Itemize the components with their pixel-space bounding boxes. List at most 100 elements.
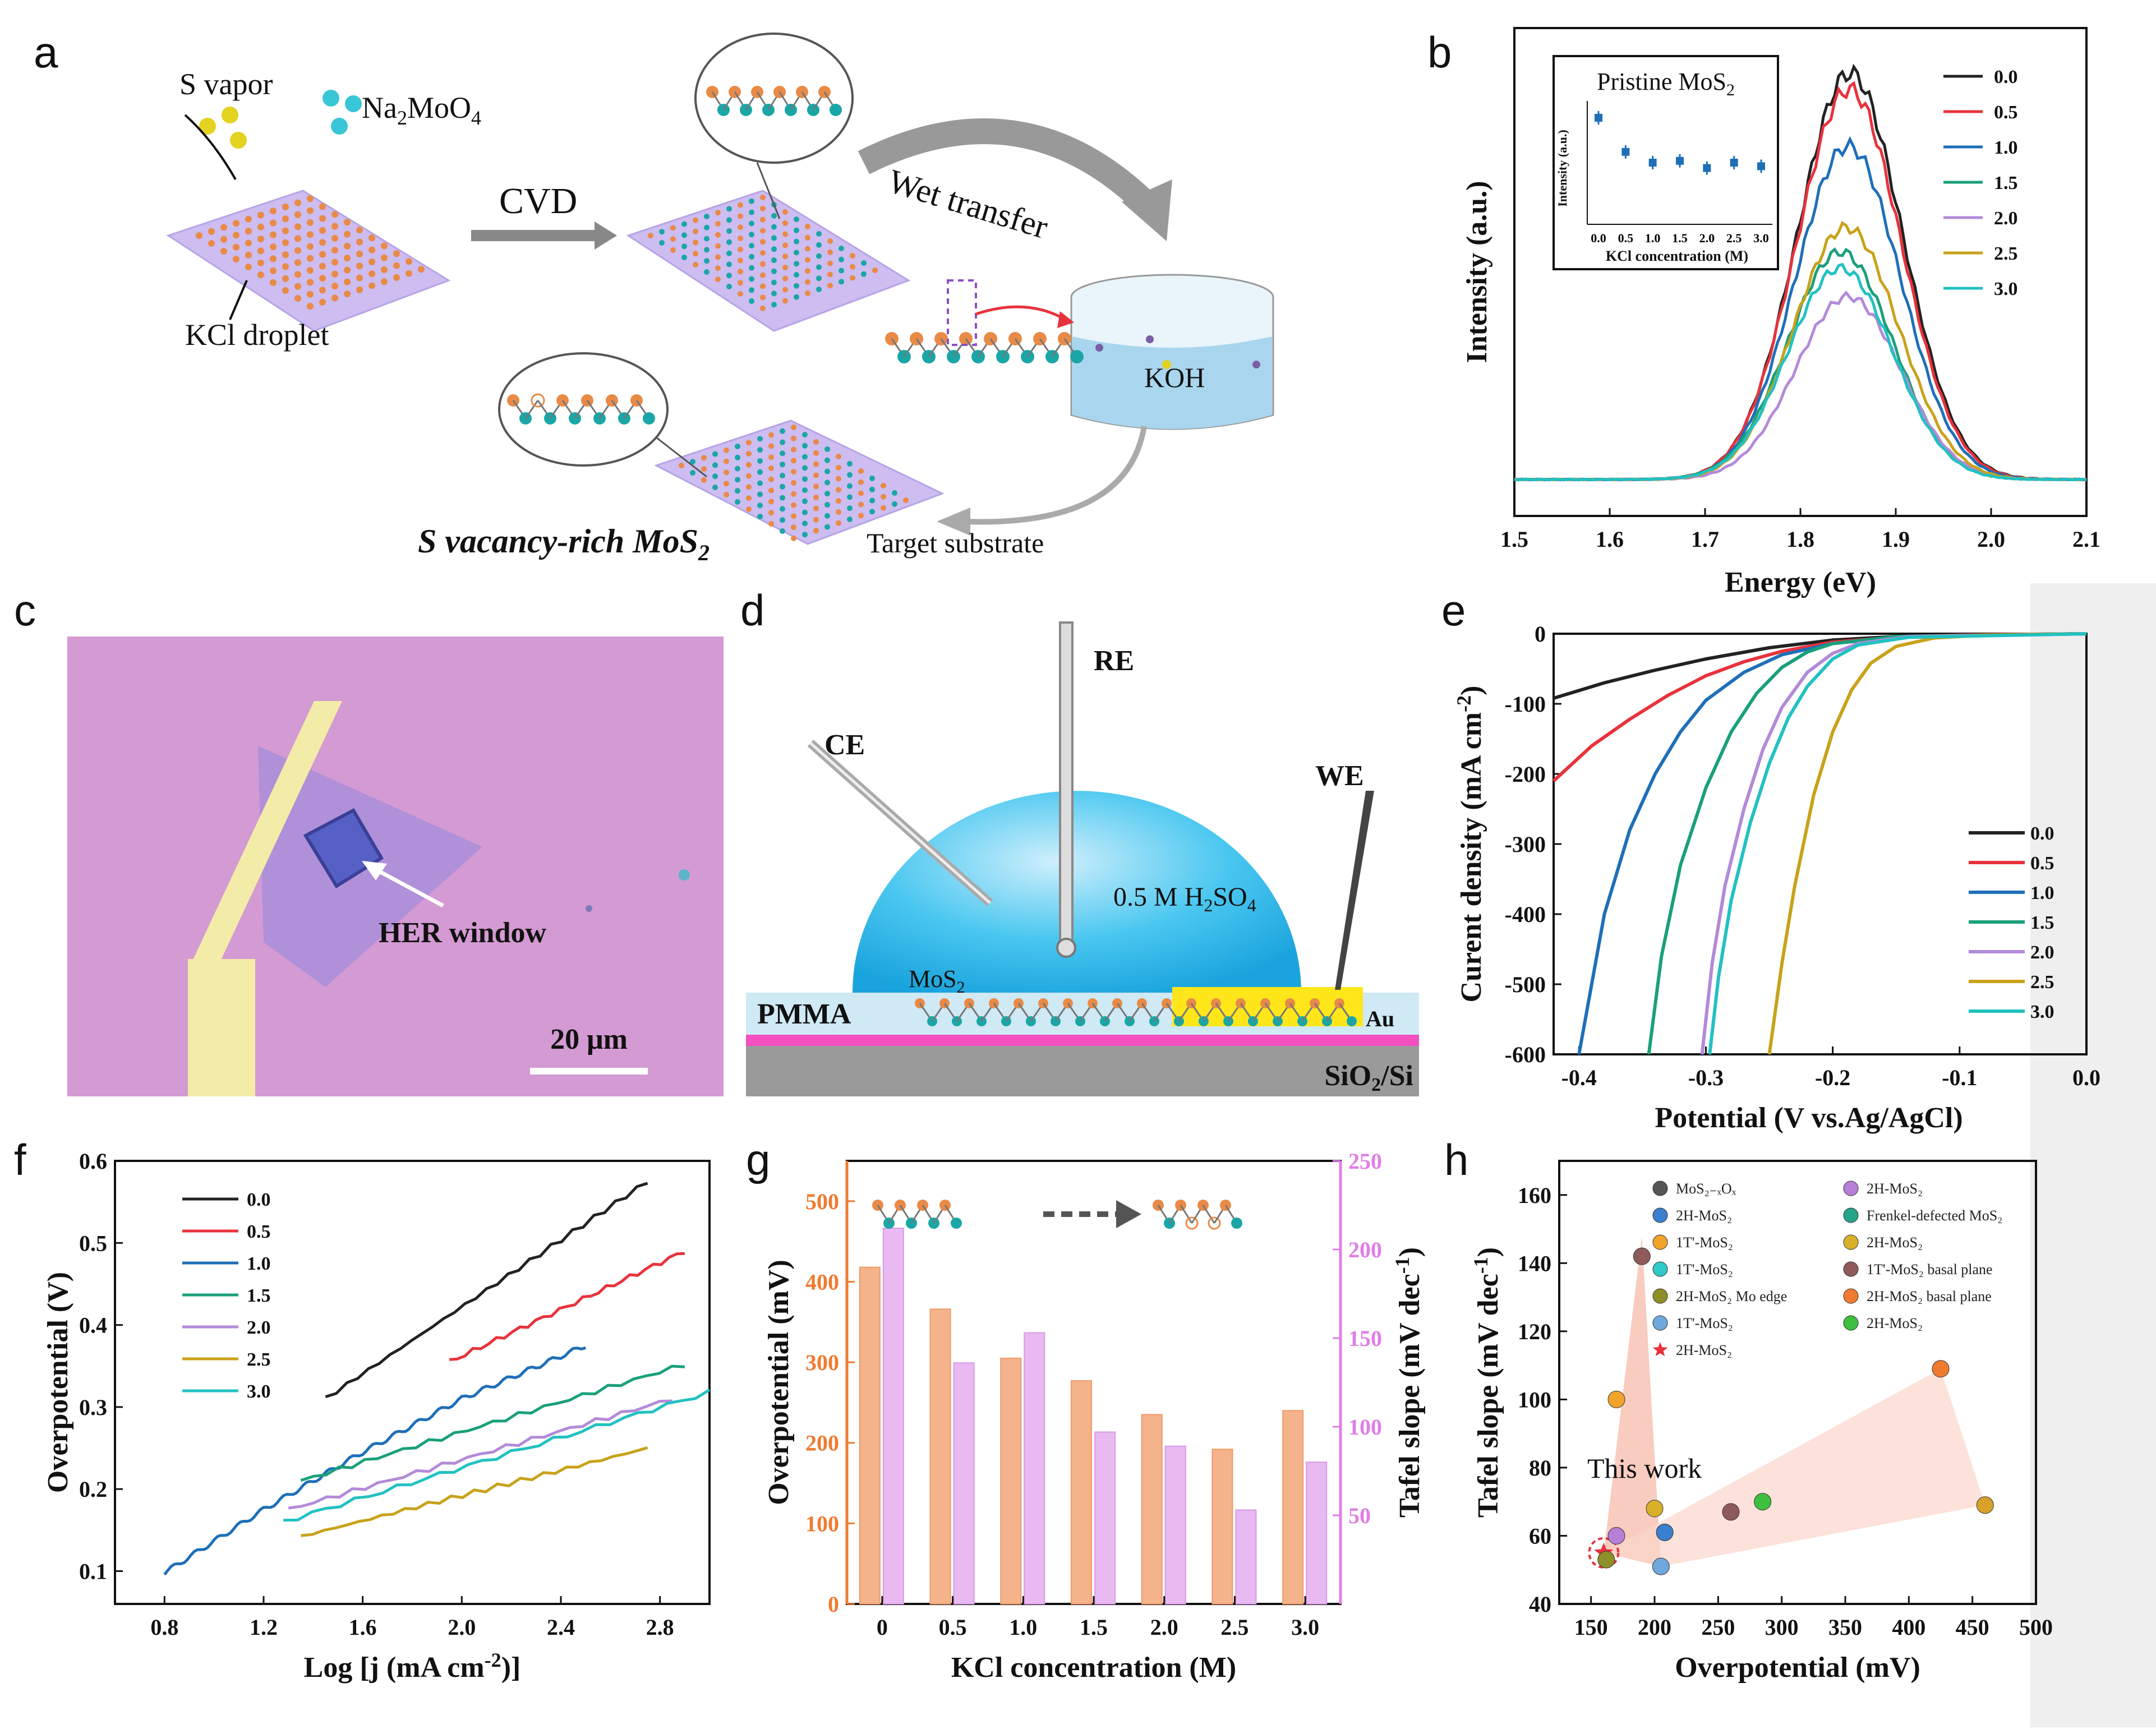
lattice-atom [726,284,732,289]
panel-d-letter: d [740,585,764,635]
lattice-atom [847,505,853,511]
lattice-atom [701,477,707,483]
lattice-atom [679,463,684,468]
legend-label: 2H-MoS₂ Mo edge [1676,1288,1787,1304]
koh-label: KOH [1144,362,1205,393]
lattice-atom [805,279,810,285]
overpotential-bar [1141,1414,1163,1605]
chain-atom [1231,1218,1242,1229]
panel-a-letter: a [34,27,58,77]
mos2-chain-top [706,86,842,116]
panel-e-curves [1552,632,2087,1055]
inset-xlabel: KCl concentration (M) [1606,248,1748,264]
lattice-atom [746,473,752,479]
lattice-atom [791,524,796,531]
lattice-atom [780,450,785,457]
benchmark-point [1722,1503,1740,1521]
inset-tick-label: 0.0 [1591,231,1606,245]
lattice-atom [760,272,766,278]
lattice-atom [782,265,788,270]
lattice-atom [746,462,752,468]
lattice-atom [802,509,808,515]
kcl-droplet [344,242,351,250]
kcl-droplet [282,203,289,210]
kcl-droplet [319,215,326,222]
lsv-curve-2.0 [1700,632,2087,1055]
kcl-droplet [319,227,326,234]
lattice-atom [850,264,855,270]
kcl-droplet [208,240,215,247]
lattice-atom [757,447,763,453]
koh-solution [1072,336,1272,429]
lattice-atom [648,233,653,238]
panel-c-letter: c [14,585,36,635]
working-electrode [1335,791,1374,990]
lattice-atom [836,476,841,482]
lattice-atom [782,253,788,260]
lattice-atom [816,242,822,248]
y-tick-label: 0.5 [79,1230,107,1256]
lattice-atom [824,513,830,519]
inset-points: 0.0 0.5 1.0 1.5 2.0 2.5 3.0 [1587,101,1772,245]
lattice-atom [768,476,774,482]
her-window-label: HER window [379,917,547,949]
mos2-chain-pristine [872,1200,962,1229]
lattice-atom [802,454,808,460]
kcl-droplet [270,279,277,286]
x-tick-label: -0.2 [1815,1065,1850,1090]
lattice-atom [704,247,710,253]
benchmark-point [1754,1493,1772,1511]
lattice-atom [847,461,853,467]
lattice-atom [813,483,819,490]
y-tick-label: -400 [1505,902,1546,927]
y-tick-label: 120 [1518,1319,1551,1344]
benchmark-point [1597,1551,1615,1569]
koh-particle [1162,360,1171,369]
lattice-atom [805,257,810,263]
kcl-droplet [319,251,326,258]
au-pad [188,959,255,1096]
lattice-atom [771,224,777,230]
lattice-atom [827,249,833,255]
x-tick-label: 0.8 [150,1615,178,1640]
y-tick-label: -200 [1505,762,1546,787]
benchmark-point [1607,1527,1625,1544]
kcl-droplet [344,255,351,262]
her-window-arrow [369,864,444,908]
overpotential-bar [1071,1380,1092,1604]
lattice-atom [768,443,774,449]
lattice-atom [726,273,732,279]
x-tick-label: 2.1 [2072,527,2100,552]
y-tick-label: 140 [1518,1251,1551,1276]
x-tick-label: 1.0 [1009,1615,1037,1640]
lattice-atom [903,497,909,503]
x-tick-label: -0.3 [1688,1065,1724,1090]
panel-g-ylabel-right: Tafel slope (mV dec-1) [1391,1247,1426,1518]
lattice-atom [659,240,665,246]
lattice-atom [746,451,752,457]
legend-label: 0.5 [2030,853,2054,874]
lattice-atom [746,495,752,501]
this-work-label: This work [1587,1453,1702,1484]
legend-label: 3.0 [2030,1002,2054,1022]
lattice-atom [738,291,743,297]
x-tick-label: 2.0 [1977,527,2005,552]
lattice-atom [780,517,785,523]
lattice-atom [712,485,718,490]
inset-point [1757,162,1765,170]
kcl-droplet [381,278,388,285]
particle [586,905,592,912]
sulfur-vacancy [1185,1216,1199,1230]
transfer-return-arrow [964,426,1147,525]
lattice-atom [791,536,796,541]
lattice-atom [805,234,810,241]
lattice-atom [782,275,788,282]
kcl-droplet [220,224,227,231]
legend-label: 2H-MoS₂ [1676,1342,1732,1358]
lattice-atom [805,224,810,229]
kcl-droplet [331,294,338,302]
kcl-droplet [307,207,314,214]
lattice-atom [768,499,774,505]
lattice-atom [715,210,721,216]
removal-arrowhead [1057,311,1074,328]
